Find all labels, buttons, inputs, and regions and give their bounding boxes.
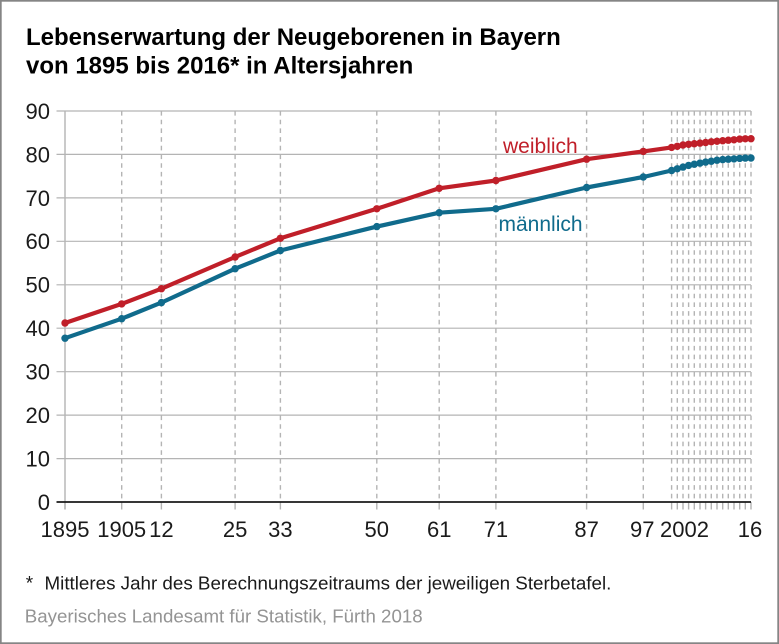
svg-text:männlich: männlich: [499, 213, 583, 236]
svg-text:60: 60: [26, 229, 50, 254]
svg-text:Lebenserwartung der Neugeboren: Lebenserwartung der Neugeborenen in Baye…: [26, 24, 561, 51]
svg-text:Mittleres Jahr des Berechnungs: Mittleres Jahr des Berechnungszeitraums …: [45, 573, 612, 594]
svg-text:25: 25: [223, 517, 247, 542]
svg-text:61: 61: [427, 517, 451, 542]
svg-text:30: 30: [26, 360, 50, 385]
svg-text:2002: 2002: [660, 517, 709, 542]
svg-text:16: 16: [738, 517, 762, 542]
svg-text:50: 50: [365, 517, 389, 542]
svg-text:87: 87: [574, 517, 598, 542]
svg-text:1895: 1895: [41, 517, 90, 542]
svg-text:33: 33: [268, 517, 292, 542]
svg-text:70: 70: [26, 186, 50, 211]
svg-text:20: 20: [26, 403, 50, 428]
svg-text:12: 12: [149, 517, 173, 542]
svg-text:40: 40: [26, 316, 50, 341]
svg-text:1905: 1905: [97, 517, 146, 542]
svg-text:Bayerisches Landesamt für Stat: Bayerisches Landesamt für Statistik, Für…: [25, 605, 423, 626]
svg-text:80: 80: [26, 142, 50, 167]
svg-text:0: 0: [38, 490, 50, 515]
svg-text:97: 97: [630, 517, 654, 542]
svg-text:71: 71: [484, 517, 508, 542]
svg-text:von 1895 bis 2016* in Altersja: von 1895 bis 2016* in Altersjahren: [26, 52, 413, 79]
svg-text:50: 50: [26, 273, 50, 298]
svg-text:90: 90: [26, 99, 50, 124]
svg-text:*: *: [26, 574, 34, 595]
svg-text:weiblich: weiblich: [502, 135, 578, 158]
svg-text:10: 10: [26, 447, 50, 472]
